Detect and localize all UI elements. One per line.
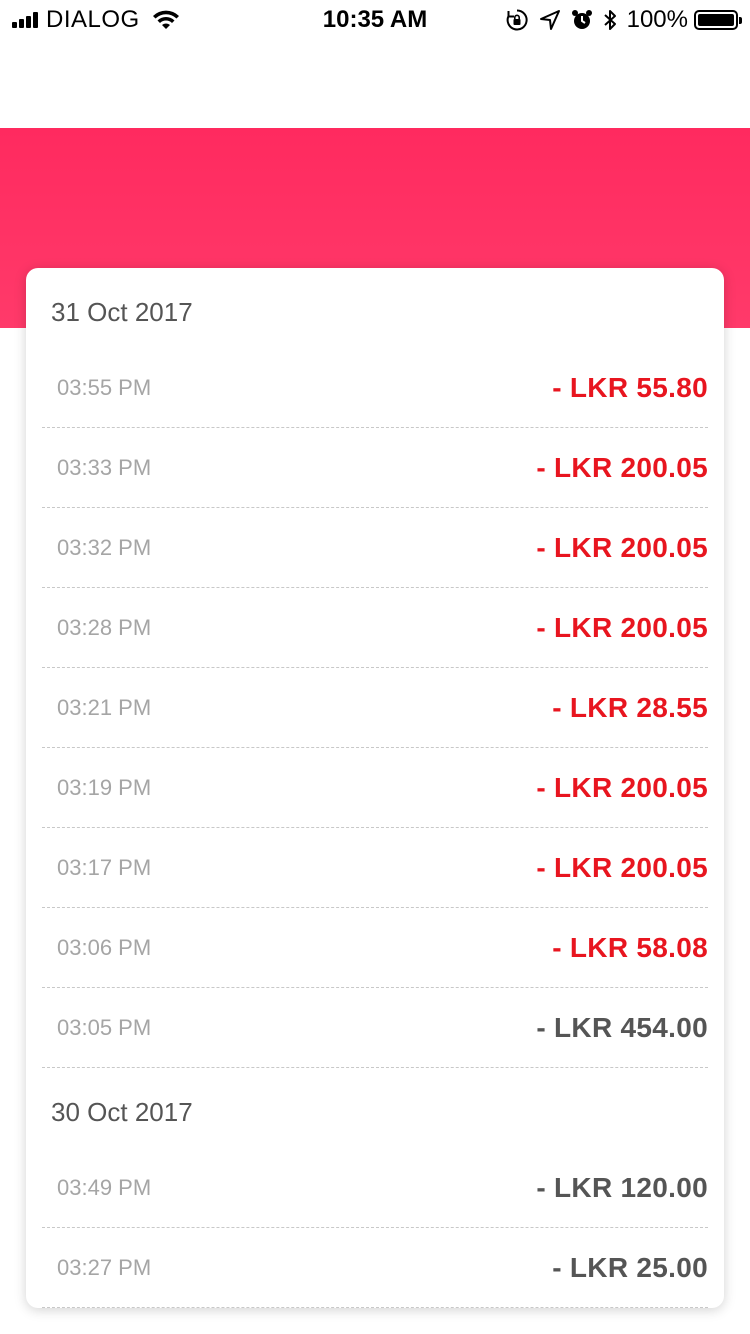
alarm-clock-icon	[571, 10, 592, 29]
status-bar-left: DIALOG	[12, 0, 180, 40]
transaction-amount: - LKR 25.00	[552, 1251, 708, 1283]
location-arrow-icon	[539, 10, 560, 30]
transaction-row[interactable]: 03:19 PM - LKR 200.05	[42, 748, 708, 828]
transaction-amount: - LKR 454.00	[536, 1011, 708, 1043]
carrier-name: DIALOG	[46, 6, 140, 33]
transaction-time: 03:06 PM	[57, 934, 152, 960]
transaction-amount: - LKR 200.05	[536, 851, 708, 883]
date-group-header: 30 Oct 2017	[51, 1097, 193, 1127]
transaction-row[interactable]: 03:05 PM - LKR 454.00	[42, 988, 708, 1068]
transaction-amount: - LKR 28.55	[552, 691, 708, 723]
transaction-time: 03:33 PM	[57, 454, 152, 480]
transaction-row[interactable]: 03:17 PM - LKR 200.05	[42, 828, 708, 908]
battery-percentage: 100%	[626, 6, 688, 33]
battery-icon	[694, 10, 742, 30]
status-bar-right: 100%	[505, 0, 742, 40]
wifi-icon	[152, 10, 179, 29]
transaction-time: 03:17 PM	[57, 854, 152, 880]
status-bar: DIALOG 10:35 AM 100%	[0, 0, 750, 40]
rotation-lock-icon	[506, 9, 528, 31]
transaction-row[interactable]: 03:27 PM - LKR 25.00	[42, 1228, 708, 1308]
transaction-row[interactable]: 03:21 PM - LKR 28.55	[42, 668, 708, 748]
transaction-row[interactable]: 03:32 PM - LKR 200.05	[42, 508, 708, 588]
transaction-row[interactable]: 03:28 PM - LKR 200.05	[42, 588, 708, 668]
date-group-header: 31 Oct 2017	[51, 297, 193, 327]
transaction-row[interactable]: 03:55 PM - LKR 55.80	[42, 348, 708, 428]
transaction-amount: - LKR 200.05	[536, 451, 708, 483]
transaction-amount: - LKR 200.05	[536, 531, 708, 563]
transaction-row[interactable]: 03:33 PM - LKR 200.05	[42, 428, 708, 508]
transaction-time: 03:55 PM	[57, 374, 152, 400]
transaction-row[interactable]: 03:49 PM - LKR 120.00	[42, 1148, 708, 1228]
bluetooth-icon	[603, 10, 616, 30]
transaction-time: 03:28 PM	[57, 614, 152, 640]
transaction-time: 03:19 PM	[57, 774, 152, 800]
transaction-amount: - LKR 55.80	[552, 371, 708, 403]
transaction-amount: - LKR 58.08	[552, 931, 708, 963]
transaction-card[interactable]: 31 Oct 2017 03:55 PM - LKR 55.80 03:33 P…	[26, 268, 724, 1308]
transaction-amount: - LKR 200.05	[536, 611, 708, 643]
transaction-time: 03:05 PM	[57, 1014, 152, 1040]
transaction-time: 03:27 PM	[57, 1254, 152, 1280]
transaction-time: 03:32 PM	[57, 534, 152, 560]
transaction-time: 03:21 PM	[57, 694, 152, 720]
transaction-row[interactable]: 03:06 PM - LKR 58.08	[42, 908, 708, 988]
cellular-signal-icon	[12, 12, 40, 28]
transaction-amount: - LKR 120.00	[536, 1171, 708, 1203]
transaction-time: 03:49 PM	[57, 1174, 152, 1200]
transaction-amount: - LKR 200.05	[536, 771, 708, 803]
